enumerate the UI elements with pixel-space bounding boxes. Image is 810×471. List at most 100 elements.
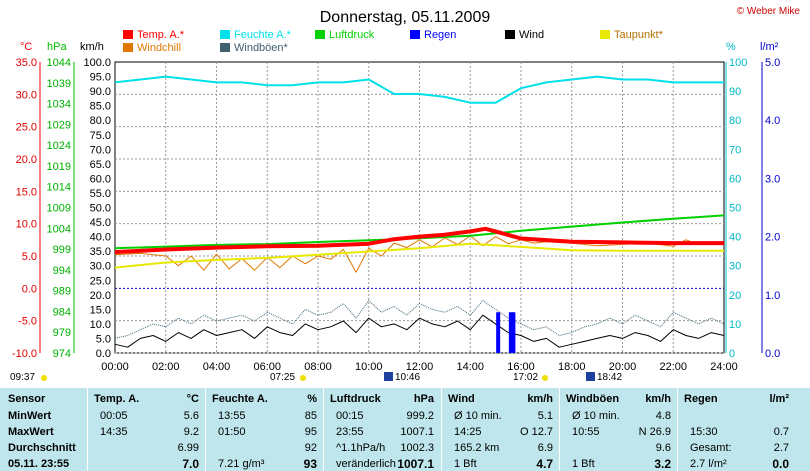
humidity-tick-label: 80 bbox=[729, 115, 741, 127]
series-line-windb-en bbox=[114, 300, 725, 339]
series-line-feuchte-a bbox=[114, 75, 724, 104]
pressure-tick-label: 1004 bbox=[47, 223, 71, 235]
speed-tick-label: 70.0 bbox=[90, 144, 111, 156]
temp-cell-value: 9.2 bbox=[183, 426, 199, 438]
temp-tick-label: 5.0 bbox=[22, 251, 37, 263]
credit-label: © Weber Mike bbox=[737, 6, 801, 17]
speed-tick-label: 55.0 bbox=[90, 188, 111, 200]
wind-header: Wind bbox=[448, 393, 475, 405]
moon-icon bbox=[586, 372, 595, 381]
speed-tick-label: 85.0 bbox=[90, 101, 111, 113]
temp-unit: °C bbox=[186, 393, 199, 405]
wind-cell-value: 5.1 bbox=[537, 410, 553, 422]
series-layer bbox=[114, 75, 725, 353]
legend-swatch bbox=[123, 43, 133, 52]
sunrise-icon bbox=[41, 375, 47, 381]
rain-bar bbox=[508, 312, 513, 353]
speed-tick-label: 25.0 bbox=[90, 275, 111, 287]
speed-tick-label: 100.0 bbox=[83, 57, 111, 69]
pressure-tick-label: 984 bbox=[53, 306, 71, 318]
luftdruck-cell-label: ^1.1hPa/h bbox=[336, 442, 386, 454]
feuchte-cell-value: 92 bbox=[304, 442, 317, 454]
speed-tick-label: 20.0 bbox=[90, 290, 111, 302]
regen-cell-label: 15:30 bbox=[690, 426, 718, 438]
rain-tick-label: 4.0 bbox=[765, 115, 780, 127]
speed-tick-label: 45.0 bbox=[90, 217, 111, 229]
pressure-tick-label: 1009 bbox=[47, 203, 71, 215]
series-line-windchill bbox=[114, 235, 725, 273]
pressure-tick-label: 1014 bbox=[47, 182, 71, 194]
humidity-tick-label: 30 bbox=[729, 261, 741, 273]
pressure-tick-label: 1024 bbox=[47, 140, 71, 152]
x-tick-label: 24:00 bbox=[710, 361, 738, 373]
luftdruck-header: Luftdruck bbox=[330, 393, 381, 405]
x-tick-label: 00:00 bbox=[101, 361, 129, 373]
legend-swatch bbox=[220, 43, 230, 52]
temp-tick-label: 30.0 bbox=[16, 89, 37, 101]
sensor-header: Sensor bbox=[8, 393, 46, 405]
time-marker-label: 18:42 bbox=[597, 372, 622, 383]
weather-chart: Donnerstag, 05.11.2009 © Weber Mike Temp… bbox=[10, 6, 801, 383]
feuchte-cell-value: 93 bbox=[303, 457, 317, 471]
legend-swatch bbox=[220, 30, 230, 39]
boeen-cell-value: 9.6 bbox=[655, 442, 671, 454]
temp-tick-label: 25.0 bbox=[16, 122, 37, 134]
wind-unit: km/h bbox=[527, 393, 553, 405]
legend-swatch bbox=[600, 30, 610, 39]
rain-bar bbox=[496, 312, 501, 353]
unit-pressure: hPa bbox=[47, 41, 67, 53]
pressure-tick-label: 1039 bbox=[47, 78, 71, 90]
time-marker-label: 10:46 bbox=[395, 372, 420, 383]
legend-swatch bbox=[505, 30, 515, 39]
feuchte-cell-value: 95 bbox=[304, 426, 317, 438]
rain-tick-label: 3.0 bbox=[765, 173, 780, 185]
legend-swatch bbox=[410, 30, 420, 39]
wind-cell-value: O 12.7 bbox=[519, 426, 553, 438]
x-tick-label: 10:00 bbox=[355, 361, 383, 373]
rain-tick-label: 2.0 bbox=[765, 232, 780, 244]
feuchte-cell-label: 7.21 g/m³ bbox=[218, 458, 265, 470]
series-line-wind bbox=[114, 314, 725, 348]
boeen-cell-label: 10:55 bbox=[572, 426, 600, 438]
speed-tick-label: 65.0 bbox=[90, 159, 111, 171]
column-separator bbox=[559, 388, 560, 471]
pressure-tick-label: 999 bbox=[53, 244, 71, 256]
temp-tick-label: -5.0 bbox=[18, 316, 37, 328]
wind-cell-value: 6.9 bbox=[537, 442, 553, 454]
time-marker-label: 09:37 bbox=[10, 372, 35, 383]
stats-table: Sensor MinWert MaxWert Durchschnitt 05.11. 2… bbox=[0, 388, 810, 471]
boeen-cell-value: 4.8 bbox=[655, 410, 671, 422]
regen-cell-value: 0.0 bbox=[772, 457, 789, 471]
series-line-taupunkt bbox=[114, 242, 724, 269]
humidity-tick-label: 40 bbox=[729, 232, 741, 244]
pressure-tick-label: 1034 bbox=[47, 99, 71, 111]
legend-label: Temp. A.* bbox=[137, 29, 185, 41]
regen-cell-value: 2.7 bbox=[773, 442, 789, 454]
speed-tick-label: 5.0 bbox=[96, 333, 111, 345]
temp-header: Temp. A. bbox=[94, 393, 140, 405]
feuchte-cell-label: 13:55 bbox=[218, 410, 246, 422]
regen-cell-label: Gesamt: bbox=[690, 442, 732, 454]
speed-tick-label: 40.0 bbox=[90, 232, 111, 244]
wind-cell-label: Ø 10 min. bbox=[454, 410, 502, 422]
temp-cell-label: 14:35 bbox=[100, 426, 128, 438]
boeen-unit: km/h bbox=[645, 393, 671, 405]
legend-label: Feuchte A.* bbox=[234, 29, 292, 41]
x-axis: 00:00 02:00 04:00 06:00 08:00 10:00 12:00 14:00… bbox=[101, 361, 738, 373]
temp-tick-label: 20.0 bbox=[16, 154, 37, 166]
x-tick-label: 16:00 bbox=[507, 361, 535, 373]
luftdruck-cell-value: 1002.3 bbox=[400, 442, 434, 454]
speed-tick-label: 95.0 bbox=[90, 72, 111, 84]
luftdruck-cell-label: veränderlich bbox=[336, 458, 396, 470]
temp-tick-label: 10.0 bbox=[16, 219, 37, 231]
moon-icon bbox=[384, 372, 393, 381]
legend-label: Windböen* bbox=[234, 42, 289, 54]
pressure-tick-label: 994 bbox=[53, 265, 71, 277]
column-separator bbox=[323, 388, 324, 471]
humidity-tick-label: 20 bbox=[729, 290, 741, 302]
column-separator bbox=[441, 388, 442, 471]
column-separator bbox=[677, 388, 678, 471]
unit-temp: °C bbox=[20, 41, 32, 53]
pressure-tick-label: 974 bbox=[53, 348, 71, 360]
wind-cell-label: 165.2 km bbox=[454, 442, 500, 454]
